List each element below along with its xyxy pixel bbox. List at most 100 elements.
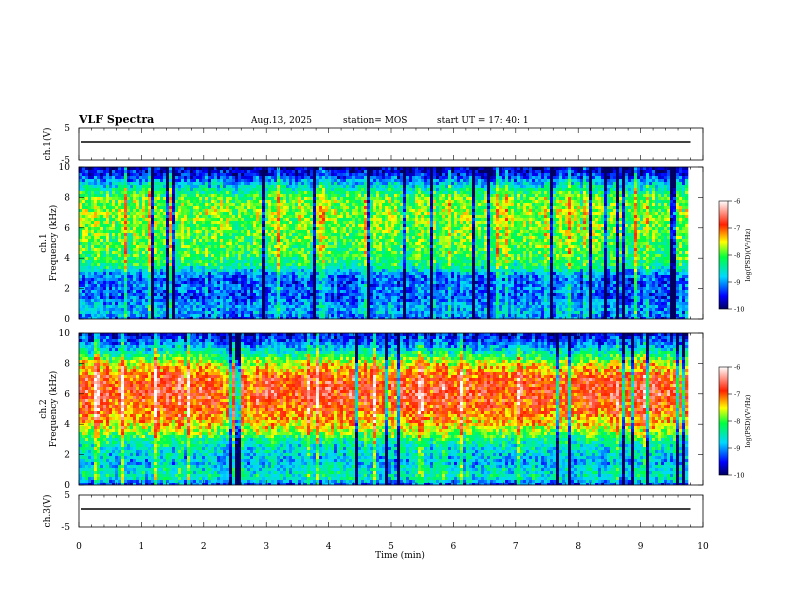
spectrogram-cell [499, 185, 503, 189]
spectrogram-cell [187, 206, 191, 210]
spectrogram-cell [313, 197, 317, 201]
spectrogram-cell [283, 173, 287, 177]
spectrogram-cell [307, 233, 311, 237]
spectrogram-cell [295, 209, 299, 213]
spectrogram-cell [397, 224, 401, 228]
spectrogram-cell [661, 197, 665, 201]
spectrogram-cell [163, 176, 167, 180]
spectrogram-cell [463, 236, 467, 240]
spectrogram-cell [178, 188, 182, 192]
spectrogram-cell [670, 185, 674, 189]
spectrogram-cell [610, 194, 614, 198]
spectrogram-cell [361, 236, 365, 240]
spectrogram-cell [637, 176, 641, 180]
spectrogram-cell [394, 176, 398, 180]
spectrogram-cell [610, 185, 614, 189]
spectrogram-cell [358, 176, 362, 180]
spectrogram-cell [187, 167, 191, 171]
spectrogram-cell [586, 230, 590, 234]
spectrogram-cell [79, 221, 83, 225]
spectrogram-cell [655, 230, 659, 234]
spectrogram-cell [331, 227, 335, 231]
spectrogram-cell [385, 194, 389, 198]
spectrogram-cell [160, 233, 164, 237]
spectrogram-cell [562, 179, 566, 183]
spectrogram-cell [271, 170, 275, 174]
spectrogram-cell [406, 209, 410, 213]
spectrogram-cell [619, 197, 623, 201]
spectrogram-cell [667, 209, 671, 213]
spectrogram-cell [685, 221, 689, 225]
spectrogram-cell [538, 221, 542, 225]
spectrogram-cell [112, 197, 116, 201]
spectrogram-cell [382, 182, 386, 186]
spectrogram-cell [604, 233, 608, 237]
spectrogram-cell [415, 218, 419, 222]
spectrogram-cell [244, 179, 248, 183]
spectrogram-cell [244, 182, 248, 186]
spectrogram-cell [682, 227, 686, 231]
spectrogram-cell [175, 218, 179, 222]
spectrogram-cell [97, 197, 101, 201]
spectrogram-cell [610, 170, 614, 174]
spectrogram-cell [364, 167, 368, 171]
spectrogram-cell [277, 227, 281, 231]
spectrogram-cell [157, 212, 161, 216]
spectrogram-cell [577, 236, 581, 240]
spectrogram-cell [508, 197, 512, 201]
spectrogram-cell [493, 200, 497, 204]
spectrogram-cell [388, 197, 392, 201]
spectrogram-cell [490, 230, 494, 234]
spectrogram-cell [292, 200, 296, 204]
spectrogram-cell [154, 188, 158, 192]
spectrogram-cell [283, 206, 287, 210]
spectrogram-cell [322, 185, 326, 189]
spectrogram-cell [88, 188, 92, 192]
spectrogram-cell [388, 227, 392, 231]
spectrogram-cell [277, 182, 281, 186]
spectrogram-cell [532, 197, 536, 201]
spectrogram-cell [508, 224, 512, 228]
spectrogram-cell [160, 212, 164, 216]
spectrogram-cell [574, 227, 578, 231]
spectrogram-cell [373, 173, 377, 177]
spectrogram-cell [430, 206, 434, 210]
spectrogram-cell [511, 236, 515, 240]
spectrogram-cell [145, 224, 149, 228]
spectrogram-cell [190, 194, 194, 198]
spectrogram-cell [499, 194, 503, 198]
spectrogram-cell [361, 170, 365, 174]
spectrogram-cell [631, 173, 635, 177]
spectrogram-cell [628, 227, 632, 231]
spectrogram-cell [634, 173, 638, 177]
spectrogram-cell [610, 233, 614, 237]
spectrogram-cell [190, 236, 194, 240]
spectrogram-cell [226, 173, 230, 177]
spectrogram-cell [331, 236, 335, 240]
spectrogram-cell [640, 200, 644, 204]
spectrogram-cell [328, 182, 332, 186]
spectrogram-cell [526, 179, 530, 183]
spectrogram-cell [436, 218, 440, 222]
spectrogram-cell [97, 191, 101, 195]
spectrogram-cell [445, 230, 449, 234]
spectrogram-cell [403, 224, 407, 228]
spectrogram-cell [631, 230, 635, 234]
spectrogram-cell [361, 191, 365, 195]
spectrogram-cell [487, 227, 491, 231]
spectrogram-cell [643, 233, 647, 237]
spectrogram-cell [460, 167, 464, 171]
spectrogram-cell [562, 194, 566, 198]
spectrogram-cell [391, 224, 395, 228]
spectrogram-cell [436, 188, 440, 192]
spectrogram-cell [505, 218, 509, 222]
spectrogram-cell [85, 209, 89, 213]
spectrogram-cell [295, 233, 299, 237]
spectrogram-cell [331, 200, 335, 204]
spectrogram-cell [133, 215, 137, 219]
spectrogram-cell [106, 203, 110, 207]
spectrogram-cell [490, 188, 494, 192]
spectrogram-cell [250, 206, 254, 210]
spectrogram-cell [550, 179, 554, 183]
spectrogram-cell [175, 203, 179, 207]
